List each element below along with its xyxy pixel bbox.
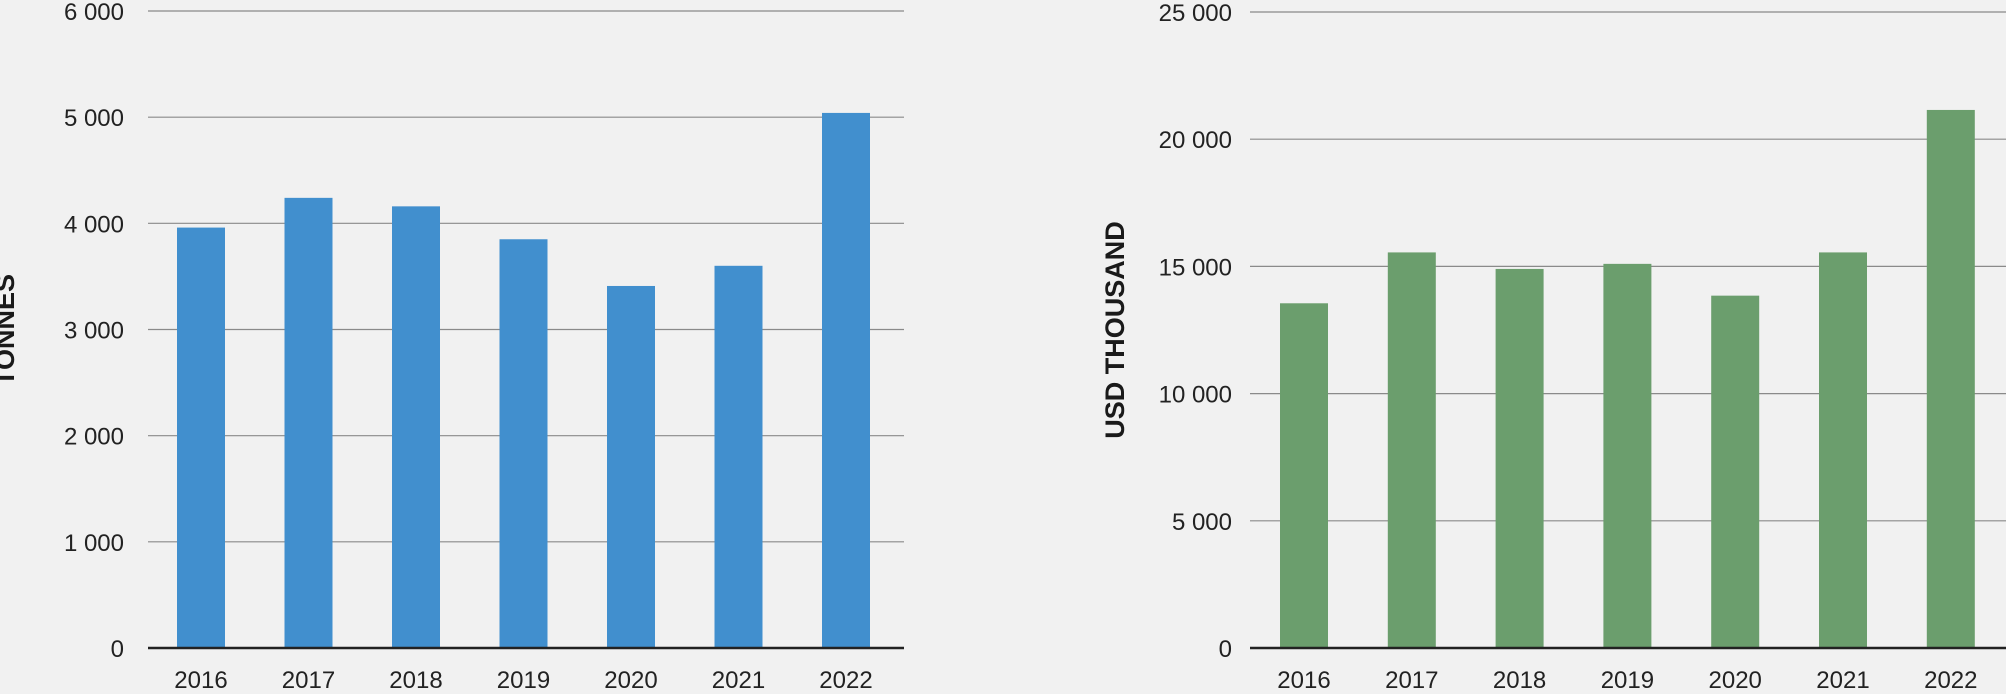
y-tick-label: 15 000 [1159, 254, 1232, 281]
y-tick-label: 4 000 [64, 211, 124, 238]
y-tick-label: 6 000 [64, 0, 124, 26]
x-tick-label: 2016 [174, 667, 227, 694]
bar-2019 [499, 239, 548, 648]
bar-2016 [1280, 303, 1328, 648]
y-tick-label: 5 000 [1172, 509, 1232, 536]
bar-2019 [1603, 263, 1652, 648]
bar-2020 [1711, 295, 1760, 648]
y-axis-title: USD THOUSAND [1100, 221, 1130, 439]
bar-2022 [822, 112, 870, 649]
tonnes-bar-chart: 0 1 000 2 000 3 000 4 000 5 000 6 000 2016 2017 2… [0, 0, 904, 694]
x-tick-label: 2022 [1924, 667, 1977, 694]
x-tick-label: 2021 [712, 667, 765, 694]
bar-2016 [177, 227, 225, 648]
y-tick-label: 3 000 [64, 318, 124, 345]
x-tick-label: 2017 [1385, 667, 1438, 694]
y-tick-label: 0 [1219, 636, 1232, 663]
x-tick-label: 2020 [604, 667, 657, 694]
y-axis-title: TONNES [0, 274, 20, 386]
bar-2020 [607, 285, 655, 648]
x-tick-label: 2018 [1493, 667, 1546, 694]
usd-thousand-bar-chart: 0 5 000 10 000 15 000 20 000 25 000 2016 2017 20… [1100, 0, 2006, 694]
x-tick-label: 2016 [1277, 667, 1330, 694]
y-tick-label: 0 [111, 636, 124, 663]
x-tick-label: 2018 [389, 667, 442, 694]
y-tick-label: 20 000 [1159, 127, 1232, 154]
x-tick-label: 2017 [282, 667, 335, 694]
bar-2017 [284, 197, 333, 648]
bar-2021 [714, 265, 763, 648]
x-tick-label: 2022 [819, 667, 872, 694]
bar-2022 [1926, 109, 1975, 649]
x-tick-label: 2021 [1816, 667, 1869, 694]
y-tick-label: 25 000 [1159, 0, 1232, 27]
x-tick-label: 2019 [497, 667, 550, 694]
x-tick-label: 2020 [1709, 667, 1762, 694]
x-tick-label: 2019 [1601, 667, 1654, 694]
y-tick-label: 1 000 [64, 530, 124, 557]
bar-2021 [1819, 252, 1867, 648]
bar-2018 [392, 206, 440, 648]
y-tick-label: 5 000 [64, 105, 124, 132]
bar-2018 [1495, 268, 1544, 648]
y-tick-label: 2 000 [64, 424, 124, 451]
y-tick-label: 10 000 [1159, 382, 1232, 409]
bar-2017 [1387, 252, 1436, 648]
